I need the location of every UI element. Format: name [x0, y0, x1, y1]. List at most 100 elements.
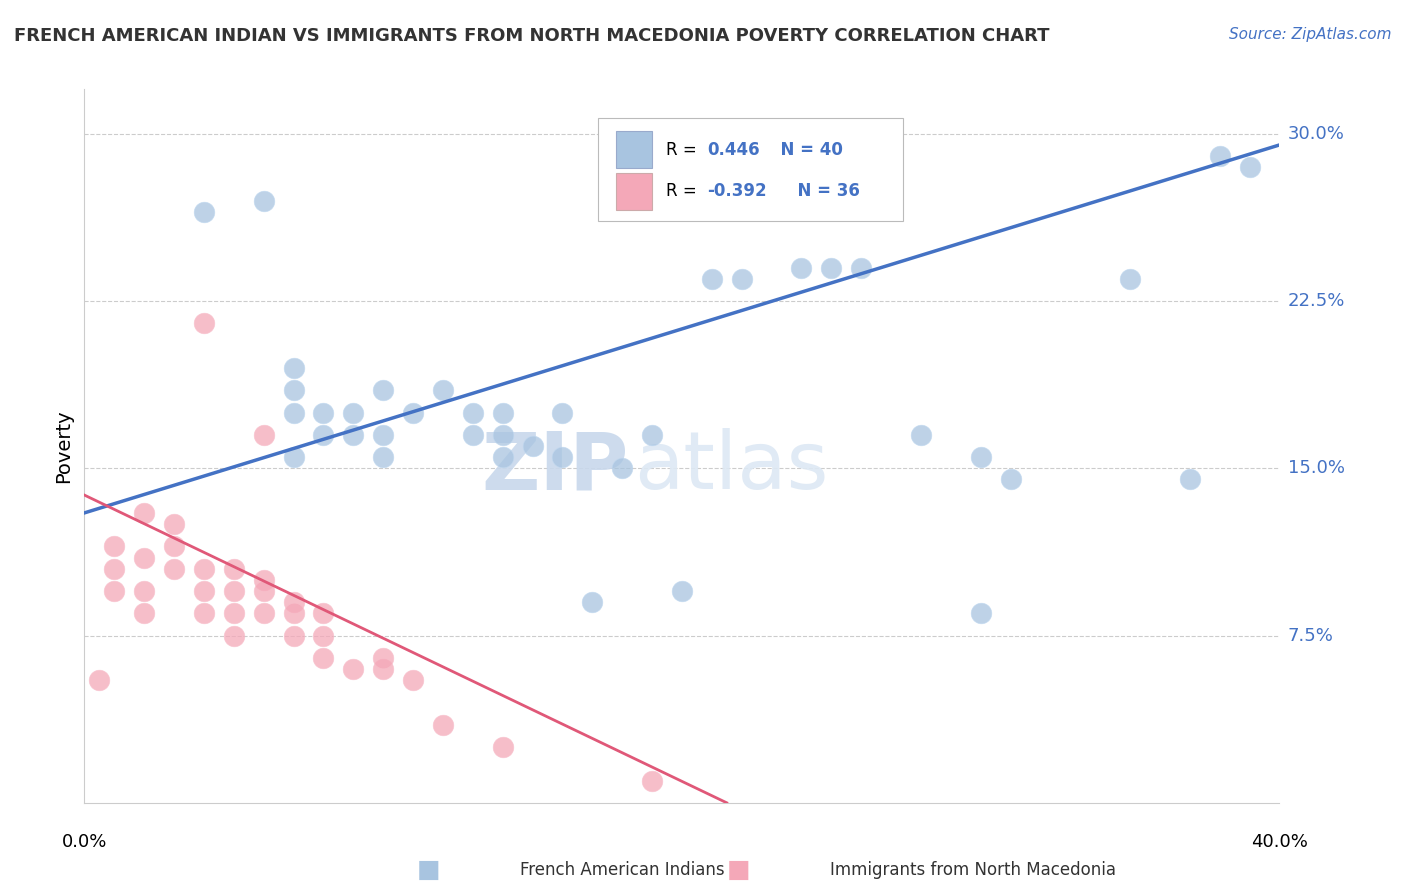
Point — [342, 662, 364, 676]
Point — [283, 384, 305, 398]
Point — [851, 260, 873, 275]
Text: 15.0%: 15.0% — [1288, 459, 1344, 477]
Text: 7.5%: 7.5% — [1288, 626, 1334, 645]
Point — [193, 583, 215, 598]
Point — [103, 583, 125, 598]
Point — [283, 628, 305, 642]
Text: R =: R = — [666, 141, 703, 159]
Point — [312, 427, 335, 442]
Text: 0.0%: 0.0% — [62, 833, 107, 851]
Point — [222, 562, 245, 576]
Y-axis label: Poverty: Poverty — [55, 409, 73, 483]
Point — [283, 360, 305, 375]
Point — [461, 427, 484, 442]
Point — [222, 607, 245, 621]
Text: FRENCH AMERICAN INDIAN VS IMMIGRANTS FROM NORTH MACEDONIA POVERTY CORRELATION CH: FRENCH AMERICAN INDIAN VS IMMIGRANTS FRO… — [14, 27, 1049, 45]
Point — [222, 583, 245, 598]
Point — [492, 740, 515, 755]
Point — [283, 405, 305, 419]
Point — [581, 595, 603, 609]
Point — [103, 539, 125, 553]
Point — [253, 607, 276, 621]
Point — [402, 405, 425, 419]
Point — [283, 450, 305, 464]
Point — [163, 516, 186, 531]
Text: ■: ■ — [418, 858, 440, 881]
Point — [193, 316, 215, 330]
Text: atlas: atlas — [634, 428, 828, 507]
Point — [612, 461, 634, 475]
Text: R =: R = — [666, 182, 703, 200]
Point — [253, 573, 276, 587]
FancyBboxPatch shape — [616, 173, 652, 210]
Point — [132, 583, 156, 598]
Text: N = 36: N = 36 — [786, 182, 859, 200]
Point — [312, 405, 335, 419]
Point — [132, 506, 156, 520]
Point — [253, 427, 276, 442]
Point — [492, 450, 515, 464]
Point — [373, 662, 395, 676]
Point — [641, 773, 664, 788]
Point — [1000, 473, 1022, 487]
Point — [193, 562, 215, 576]
Text: 30.0%: 30.0% — [1288, 125, 1344, 143]
Point — [492, 405, 515, 419]
Point — [253, 194, 276, 208]
FancyBboxPatch shape — [616, 131, 652, 169]
Text: Source: ZipAtlas.com: Source: ZipAtlas.com — [1229, 27, 1392, 42]
Text: ZIP: ZIP — [481, 428, 628, 507]
Point — [373, 450, 395, 464]
Point — [731, 271, 754, 285]
Point — [1239, 161, 1261, 175]
Point — [402, 673, 425, 687]
Point — [970, 450, 993, 464]
Point — [193, 204, 215, 219]
Point — [1209, 149, 1232, 163]
Point — [163, 562, 186, 576]
Point — [342, 405, 364, 419]
Point — [1119, 271, 1142, 285]
Point — [132, 607, 156, 621]
Point — [312, 651, 335, 665]
Point — [671, 583, 693, 598]
Point — [970, 607, 993, 621]
Point — [790, 260, 813, 275]
Point — [492, 427, 515, 442]
Point — [342, 427, 364, 442]
Text: 40.0%: 40.0% — [1251, 833, 1308, 851]
Point — [132, 550, 156, 565]
Point — [432, 717, 454, 731]
Point — [432, 384, 454, 398]
Point — [551, 450, 574, 464]
Point — [641, 427, 664, 442]
Text: Immigrants from North Macedonia: Immigrants from North Macedonia — [830, 861, 1115, 879]
Text: 0.446: 0.446 — [707, 141, 759, 159]
Point — [522, 439, 544, 453]
Point — [103, 562, 125, 576]
Point — [283, 607, 305, 621]
Point — [312, 607, 335, 621]
Point — [312, 628, 335, 642]
Point — [373, 427, 395, 442]
Point — [910, 427, 932, 442]
Text: French American Indians: French American Indians — [520, 861, 725, 879]
Point — [1178, 473, 1201, 487]
Point — [163, 539, 186, 553]
Point — [551, 405, 574, 419]
Point — [820, 260, 842, 275]
Text: ■: ■ — [727, 858, 749, 881]
Point — [89, 673, 111, 687]
Point — [373, 651, 395, 665]
Text: -0.392: -0.392 — [707, 182, 766, 200]
Text: N = 40: N = 40 — [769, 141, 844, 159]
Point — [193, 607, 215, 621]
Point — [700, 271, 723, 285]
FancyBboxPatch shape — [599, 118, 903, 221]
Point — [253, 583, 276, 598]
Point — [373, 384, 395, 398]
Point — [461, 405, 484, 419]
Text: 22.5%: 22.5% — [1288, 292, 1346, 310]
Point — [283, 595, 305, 609]
Point — [222, 628, 245, 642]
